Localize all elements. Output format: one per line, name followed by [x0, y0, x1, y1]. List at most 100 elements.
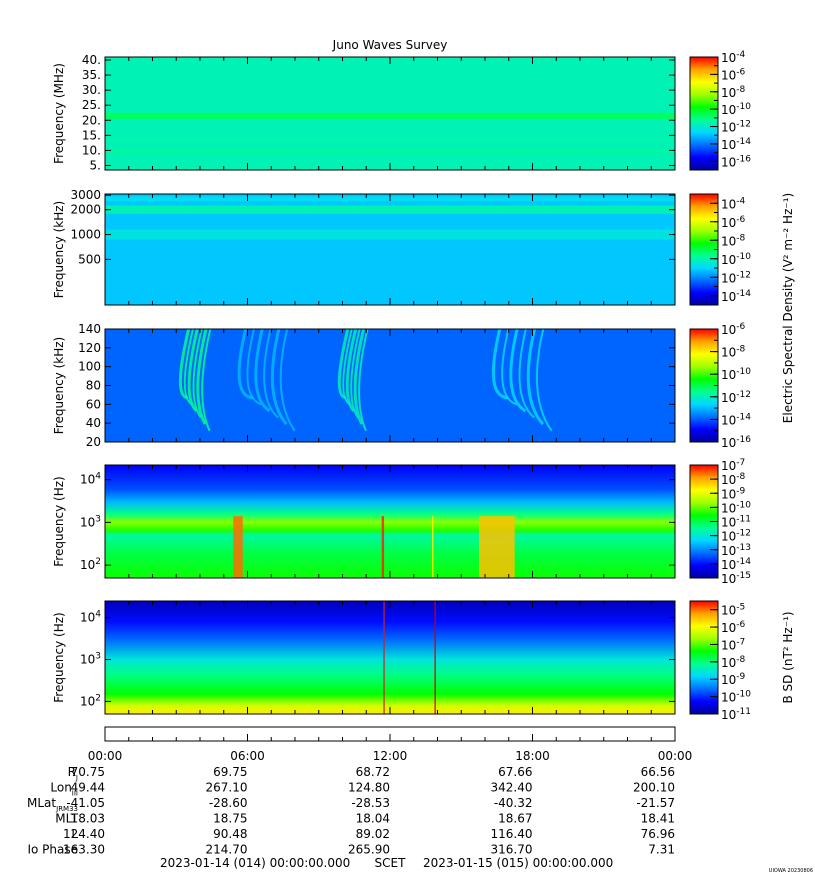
emission-band-1 — [105, 150, 675, 154]
ephemeris-value: 200.10 — [633, 781, 675, 795]
colorbar-label: 10-8 — [721, 655, 746, 670]
emission-band-0 — [105, 112, 675, 119]
colorbar-label: 10-12 — [721, 270, 751, 285]
y-tick-label: 104 — [80, 472, 101, 487]
y-tick-label: 120 — [78, 341, 101, 355]
colorbar-label: 10-6 — [721, 67, 746, 82]
ephemeris-row-label: L — [71, 827, 78, 841]
y-tick-label: 104 — [80, 610, 101, 625]
emission-arc-2 — [491, 329, 509, 400]
ephemeris-value: 18.03 — [71, 812, 105, 826]
ephemeris-row-label: MLT — [55, 812, 78, 826]
emission-arc-1 — [342, 329, 353, 406]
y-tick-label: 15. — [82, 128, 101, 142]
colorbar-label: 10-11 — [721, 515, 751, 530]
y-axis-label: Frequency (kHz) — [52, 201, 66, 298]
y-tick-label: 3000 — [70, 188, 101, 202]
panel-magnetic: 102 103 104 Frequency (Hz) 10-5 10-6 10-7 10-8 1… — [52, 600, 795, 722]
emission-arc-3 — [270, 329, 288, 426]
footer-end-time: 2023-01-15 (015) 00:00:00.000 — [423, 856, 613, 870]
y-tick-label: 80 — [86, 379, 101, 393]
ephemeris-value: 70.75 — [71, 765, 105, 779]
ephemeris-value: -40.32 — [494, 796, 533, 810]
y-axis-label: Frequency (MHz) — [52, 63, 66, 164]
emission-arc-2 — [501, 329, 518, 406]
colorbar-label: 10-8 — [721, 472, 746, 487]
y-axis-label: Frequency (Hz) — [52, 476, 66, 567]
ephemeris-value: 18.41 — [641, 812, 675, 826]
spectrogram-heatmap-lfr — [105, 329, 675, 442]
emission-arc-3 — [263, 329, 279, 419]
colorbar-label: 10-16 — [721, 435, 751, 450]
ephemeris-value: 124.40 — [63, 827, 105, 841]
time-tick-label: 00:00 — [658, 749, 693, 763]
emission-band-0 — [105, 205, 675, 214]
colorbar-label: 10-12 — [721, 529, 751, 544]
ephemeris-value: 316.70 — [491, 843, 533, 857]
y-tick-label: 35. — [82, 68, 101, 82]
colorbar-magnetic — [689, 600, 719, 715]
colorbar-label: 10-14 — [721, 557, 751, 572]
spectrogram-heatmap-lfr-low — [105, 465, 675, 578]
time-axis: 00:00 06:00 12:00 18:00 00:00 — [88, 726, 693, 763]
colorbar-label: 10-15 — [721, 571, 751, 586]
spike-2 — [432, 516, 434, 578]
colorbar-title: Electric Spectral Density (V² m⁻² Hz⁻¹) — [781, 193, 795, 423]
colorbar-hf — [689, 193, 719, 306]
ephemeris-value: -28.53 — [351, 796, 390, 810]
spike-3 — [479, 516, 515, 578]
colorbar-label: 10-9 — [721, 672, 746, 687]
ephemeris-value: 89.02 — [356, 827, 390, 841]
emission-arc-3 — [237, 329, 254, 400]
y-tick-label: 40 — [86, 416, 101, 430]
emission-arc-0 — [178, 329, 191, 400]
footer-start-time: 2023-01-14 (014) 00:00:00.000 — [160, 856, 350, 870]
chart-title: Juno Waves Survey — [332, 38, 448, 52]
y-tick-label: 140 — [78, 322, 101, 336]
colorbar-hfwbr — [689, 56, 719, 171]
colorbar-label: 10-13 — [721, 543, 751, 558]
colorbar-label: 10-10 — [721, 252, 751, 267]
y-tick-label: 60 — [86, 397, 101, 411]
emission-arc-2 — [526, 329, 545, 426]
y-tick-label: 20 — [86, 435, 101, 449]
colorbar-lfr — [689, 328, 719, 443]
y-tick-label: 500 — [78, 252, 101, 266]
ephemeris-value: 18.04 — [356, 812, 390, 826]
emission-arc-0 — [192, 329, 203, 419]
colorbar-label: 10-11 — [721, 707, 751, 722]
ephemeris-value: 66.56 — [641, 765, 675, 779]
emission-arc-1 — [358, 329, 369, 432]
colorbar-label: 10-5 — [721, 603, 745, 618]
ephemeris-value: 68.72 — [356, 765, 390, 779]
emission-arc-2 — [518, 329, 535, 419]
colorbar-label: 10-8 — [721, 345, 746, 360]
colorbar-label: 10-9 — [721, 486, 746, 501]
y-tick-label: 102 — [80, 693, 101, 708]
ephemeris-value: -21.57 — [636, 796, 675, 810]
emission-band-2 — [105, 138, 675, 142]
ephemeris-value: 67.66 — [498, 765, 532, 779]
emission-arc-3 — [279, 329, 296, 432]
ephemeris-value: -41.05 — [66, 796, 105, 810]
y-tick-label: 40. — [82, 53, 101, 67]
emission-arc-0 — [187, 329, 199, 413]
y-axis-label: Frequency (kHz) — [52, 337, 66, 434]
colorbar-label: 10-10 — [721, 367, 751, 382]
colorbar-label: 10-6 — [721, 620, 746, 635]
ephemeris-value: 267.10 — [206, 781, 248, 795]
colorbar-label: 10-7 — [721, 637, 745, 652]
spike-0 — [233, 516, 243, 578]
colorbar-label: 10-14 — [721, 289, 751, 304]
emission-arc-2 — [509, 329, 527, 413]
y-tick-label: 103 — [80, 652, 101, 667]
emission-arc-0 — [201, 329, 212, 432]
ephemeris-value: 18.67 — [498, 812, 532, 826]
emission-arc-1 — [350, 329, 361, 419]
spectrogram-panels: 5.10.15.20.25.30.35.40. Frequency (MHz) 10… — [52, 50, 795, 722]
ephemeris-row-label: Io Phase — [27, 843, 78, 857]
colorbar-label: 10-6 — [721, 215, 746, 230]
y-tick-label: 100 — [78, 360, 101, 374]
